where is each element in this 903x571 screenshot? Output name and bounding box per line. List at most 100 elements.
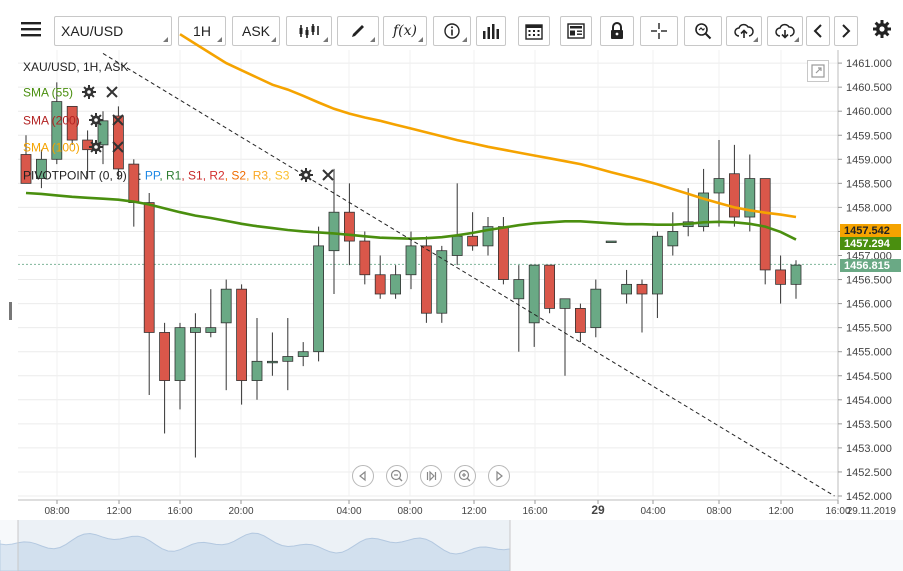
crosshair-button[interactable] — [640, 16, 678, 46]
price-side-select[interactable]: ASK — [232, 16, 280, 46]
upload-icon — [734, 22, 754, 40]
y-tick-label: 1459.500 — [846, 130, 892, 142]
x-tick-label: 16:00 — [167, 506, 192, 517]
x-tick-label: 04:00 — [336, 506, 361, 517]
chart-type-button[interactable] — [286, 16, 332, 46]
pivot-item-r3: , R3 — [246, 168, 269, 183]
y-tick-label: 1461.000 — [846, 58, 892, 70]
candle — [467, 235, 479, 247]
candle — [482, 226, 494, 247]
sma55-label: SMA (55) — [23, 85, 74, 100]
y-tick-label: 1453.500 — [846, 419, 892, 431]
legend-pivot: PIVOTPOINT (0, 9) : PP, R1, S1, R2, S2, … — [23, 168, 334, 185]
candle — [143, 202, 155, 333]
candle — [297, 351, 309, 357]
reset-view-button[interactable] — [420, 465, 442, 487]
candle — [205, 327, 217, 333]
menu-button[interactable] — [12, 16, 50, 46]
candle — [236, 288, 248, 381]
gear-icon — [873, 19, 891, 43]
candle — [251, 360, 263, 381]
navigator-window — [18, 520, 510, 571]
price-tag-label: 1457.542 — [844, 225, 890, 237]
toolbar: XAU/USD 1H ASK f(x) — [0, 0, 903, 50]
scroll-back-button[interactable] — [352, 465, 374, 487]
fullscreen-button[interactable] — [807, 60, 829, 82]
x-tick-label: 29 — [591, 503, 605, 517]
draw-tool-button[interactable] — [337, 16, 379, 46]
candle — [374, 274, 386, 295]
zoom-in-button[interactable] — [454, 465, 476, 487]
candle — [420, 245, 432, 314]
lock-button[interactable] — [600, 16, 634, 46]
close-icon[interactable] — [105, 86, 118, 101]
gear-icon[interactable] — [89, 113, 104, 130]
close-icon[interactable] — [112, 141, 125, 156]
close-icon[interactable] — [322, 169, 334, 184]
function-icon: f(x) — [392, 23, 417, 39]
chevron-left-icon — [812, 23, 824, 39]
symbol-select[interactable]: XAU/USD — [54, 16, 172, 46]
price-tag — [840, 224, 901, 237]
price-tag-label: 1456.815 — [844, 260, 890, 272]
scroll-left-button[interactable] — [806, 16, 830, 46]
candle — [621, 283, 632, 295]
x-tick-label: 08:00 — [44, 506, 69, 517]
calendar-button[interactable] — [518, 16, 550, 46]
candle — [451, 235, 463, 256]
sma100-line — [179, 33, 797, 219]
function-button[interactable]: f(x) — [383, 16, 427, 46]
candle — [405, 245, 417, 276]
pivot-item-r2: , R2 — [202, 168, 225, 183]
chevron-right-icon — [840, 23, 852, 39]
y-tick-label: 1452.500 — [846, 467, 892, 479]
candle — [51, 101, 63, 160]
settings-button[interactable] — [868, 16, 896, 46]
y-tick-label: 1454.500 — [846, 371, 892, 383]
download-button[interactable] — [767, 16, 803, 46]
legend-sma200: SMA (200) — [23, 113, 125, 130]
y-tick-label: 1455.500 — [846, 323, 892, 335]
y-tick-label: 1452.000 — [846, 491, 892, 503]
candle — [559, 298, 571, 309]
close-icon[interactable] — [112, 114, 125, 129]
x-tick-label: 16:00 — [522, 506, 547, 517]
y-tick-label: 1460.500 — [846, 82, 892, 94]
gear-icon[interactable] — [82, 85, 97, 102]
candle — [667, 231, 679, 247]
bars-icon — [482, 23, 500, 39]
gear-icon[interactable] — [89, 140, 104, 157]
sma200-label: SMA (200) — [23, 113, 80, 128]
y-tick-label: 1458.000 — [846, 202, 892, 214]
news-button[interactable] — [560, 16, 592, 46]
candle — [189, 327, 201, 333]
candle — [313, 245, 325, 353]
pivot-separator: : — [138, 168, 142, 183]
scroll-forward-button[interactable] — [488, 465, 510, 487]
timeframe-select[interactable]: 1H — [178, 16, 226, 46]
pivot-item-pp: PP — [144, 168, 160, 183]
gear-icon[interactable] — [298, 168, 313, 185]
scroll-right-button[interactable] — [834, 16, 858, 46]
candle — [713, 178, 725, 194]
upload-button[interactable] — [726, 16, 762, 46]
price-axis — [838, 50, 903, 501]
crosshair-icon — [650, 22, 668, 40]
info-button[interactable] — [433, 16, 471, 46]
calendar-icon — [525, 22, 543, 40]
candle — [759, 178, 771, 271]
candle — [605, 240, 617, 243]
pivot-item-s1: , S1 — [181, 168, 203, 183]
x-tick-label: 04:00 — [640, 506, 665, 517]
y-tick-label: 1458.500 — [846, 178, 892, 190]
candle — [497, 226, 509, 280]
instrument-label: XAU/USD, 1H, ASK — [23, 60, 129, 74]
sma100-label: SMA (100) — [23, 140, 80, 155]
zoom-button[interactable] — [684, 16, 722, 46]
y-tick-label: 1455.000 — [846, 347, 892, 359]
price-side-label: ASK — [241, 23, 270, 39]
price-tag-label: 1457.294 — [844, 238, 891, 250]
zoom-out-button[interactable] — [386, 465, 408, 487]
bars-button[interactable] — [476, 16, 506, 46]
